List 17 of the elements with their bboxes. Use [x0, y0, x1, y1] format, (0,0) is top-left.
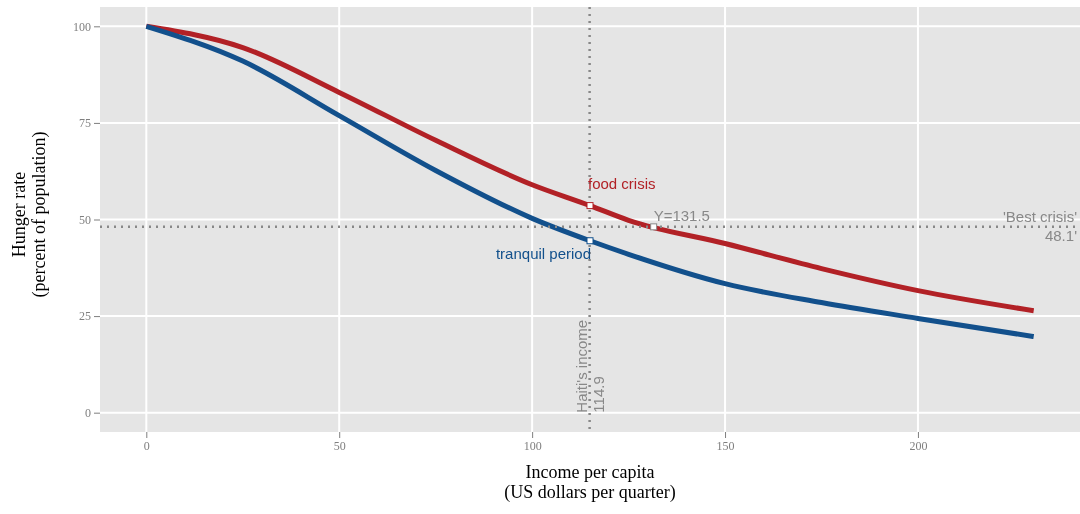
annotation: Y=131.5 — [653, 206, 710, 224]
y-tick-label: 50 — [79, 212, 91, 227]
y-tick-label: 0 — [85, 406, 91, 421]
x-tick-label: 150 — [716, 438, 735, 453]
x-axis-title: Income per capita (US dollars per quarter) — [504, 462, 676, 503]
ref-line-label: 'Best crisis' 48.1' — [1002, 207, 1078, 245]
x-tick-label: 100 — [523, 438, 542, 453]
x-tick-label: 50 — [333, 438, 346, 453]
x-tick-label: 0 — [143, 438, 150, 453]
y-tick-label: 25 — [79, 309, 91, 324]
series-label: tranquil period — [495, 244, 591, 262]
y-axis-title: Hunger rate (percent of population) — [9, 131, 50, 298]
series-label: food crisis — [588, 174, 656, 192]
y-tick-label: 75 — [79, 116, 91, 131]
y-tick-label: 100 — [73, 19, 91, 34]
x-tick-label: 200 — [909, 438, 928, 453]
ref-line-label: Haiti's income 114.9 — [572, 319, 607, 413]
